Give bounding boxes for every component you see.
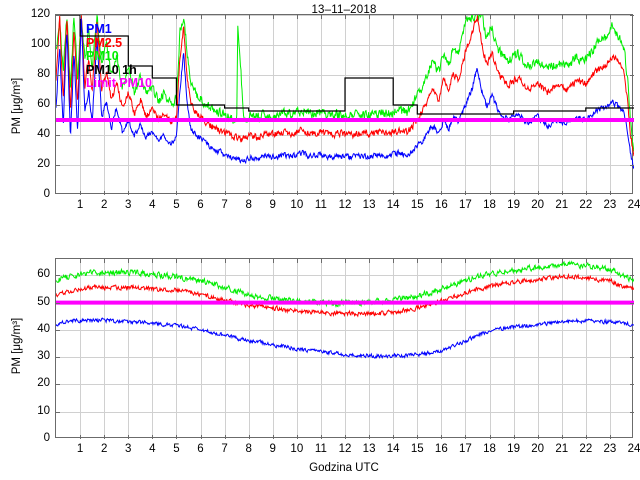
bottom-x-tick: 23 (603, 443, 617, 455)
bottom-x-tick: 2 (100, 443, 108, 455)
top-y-tick: 60 (37, 98, 50, 110)
bottom-y-tick: 0 (43, 432, 50, 444)
bottom-plot-area[interactable] (55, 258, 634, 439)
bottom-x-tick: 21 (555, 443, 569, 455)
top-y-tick: 40 (37, 128, 50, 140)
bottom-x-tick: 22 (579, 443, 593, 455)
bottom-x-tick: 10 (290, 443, 304, 455)
top-series-pm10-1h (56, 15, 634, 115)
legend-item-pm10[interactable]: PM10 (86, 49, 119, 63)
top-x-tick: 6 (197, 199, 204, 211)
top-x-tick: 19 (507, 199, 520, 211)
top-series-pm10 (56, 15, 634, 152)
top-x-tick: 8 (245, 199, 252, 211)
bottom-x-tick: 24 (627, 443, 640, 455)
bottom-x-tick: 13 (362, 443, 376, 455)
bottom-x-tick: 6 (197, 443, 204, 455)
top-series-pm1 (56, 18, 634, 170)
top-x-tick: 15 (410, 199, 424, 211)
bottom-y-tick: 60 (37, 268, 50, 281)
bottom-y-tick: 40 (37, 322, 50, 335)
top-x-tick: 24 (627, 199, 640, 211)
bottom-x-tick: 7 (221, 443, 228, 455)
top-x-tick: 7 (221, 199, 228, 211)
bottom-x-tick: 17 (459, 443, 472, 455)
top-x-tick: 18 (483, 199, 496, 211)
top-x-tick: 21 (555, 199, 569, 211)
top-x-tick: 2 (100, 199, 108, 211)
bottom-x-tick: 16 (434, 443, 448, 455)
bottom-x-tick: 20 (531, 443, 545, 455)
bottom-y-tick: 50 (37, 295, 50, 308)
bottom-x-tick: 9 (269, 443, 276, 455)
top-y-tick: 100 (30, 38, 50, 50)
top-x-tick: 12 (338, 199, 352, 211)
bottom-plot-svg (56, 259, 634, 439)
bottom-gridlines (56, 259, 634, 439)
bottom-y-tick: 10 (37, 404, 50, 417)
top-x-tick: 3 (125, 199, 132, 211)
bottom-plot-x-axis-label: Godzina UTC (309, 462, 379, 474)
top-series-pm2-5 (56, 15, 634, 157)
top-y-tick: 80 (37, 68, 50, 80)
top-x-tick: 9 (269, 199, 276, 211)
bottom-series-pm2-5 (56, 272, 634, 318)
top-x-tick: 4 (149, 199, 156, 211)
top-x-tick: 14 (386, 199, 400, 211)
bottom-x-tick: 15 (410, 443, 424, 455)
bottom-x-tick: 18 (483, 443, 496, 455)
top-y-tick: 0 (43, 188, 50, 200)
top-x-tick: 17 (459, 199, 472, 211)
legend-item-pm10-1h[interactable]: PM10 1h (86, 62, 137, 77)
bottom-x-tick: 8 (245, 443, 252, 455)
bottom-x-tick: 1 (76, 443, 84, 455)
top-x-tick: 23 (603, 199, 617, 211)
page-title: 13–11–2018 (311, 4, 377, 16)
bottom-x-tick: 11 (314, 443, 327, 455)
bottom-y-tick: 20 (37, 377, 50, 390)
bottom-x-tick: 3 (125, 443, 132, 455)
top-x-tick: 20 (531, 199, 545, 211)
bottom-y-tick: 30 (37, 350, 50, 363)
legend: PM1 PM2.5 PM10 PM10 1h Limit PM10 (86, 22, 152, 91)
legend-item-pm1[interactable]: PM1 (86, 22, 112, 36)
bottom-x-tick: 19 (507, 443, 520, 455)
bottom-x-tick: 14 (386, 443, 400, 455)
top-plot-area[interactable] (55, 14, 634, 195)
top-plot-svg (56, 15, 634, 195)
top-y-tick: 120 (30, 8, 50, 20)
legend-item-limit-pm10[interactable]: Limit PM10 (86, 76, 152, 90)
bottom-x-tick: 4 (149, 443, 156, 455)
top-x-tick: 10 (290, 199, 304, 211)
top-y-tick: 20 (37, 158, 50, 170)
top-x-tick: 13 (362, 199, 376, 211)
bottom-x-tick: 12 (338, 443, 352, 455)
top-x-tick: 5 (173, 199, 180, 211)
top-x-tick: 1 (76, 199, 84, 211)
bottom-x-tick: 5 (173, 443, 180, 455)
top-x-tick: 11 (314, 199, 327, 211)
legend-item-pm25[interactable]: PM2.5 (86, 35, 123, 50)
top-x-tick: 22 (579, 199, 593, 211)
top-x-tick: 16 (434, 199, 448, 211)
bottom-series-pm1 (56, 317, 634, 360)
